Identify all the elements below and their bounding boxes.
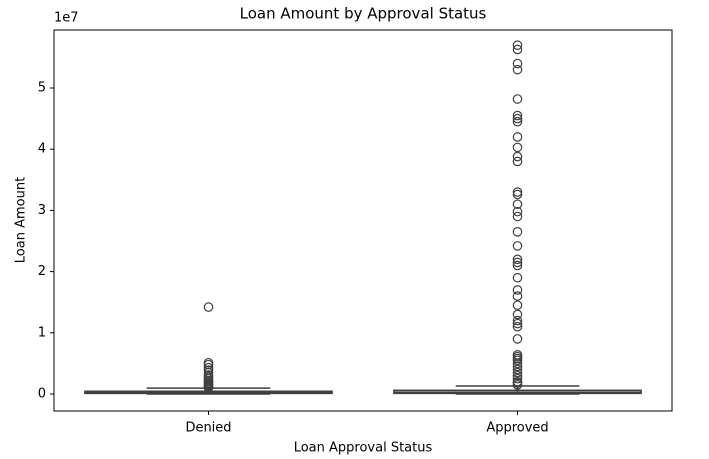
- y-tick-label: 5: [38, 81, 46, 96]
- outlier: [512, 318, 523, 329]
- outlier: [512, 260, 523, 271]
- x-tick-label: Denied: [185, 421, 231, 436]
- outlier: [512, 142, 523, 153]
- outlier: [512, 199, 523, 210]
- outlier: [512, 309, 523, 320]
- outlier: [512, 151, 523, 162]
- outlier: [512, 291, 523, 301]
- outlier: [512, 189, 523, 200]
- outlier: [203, 302, 214, 312]
- outlier: [512, 113, 523, 124]
- outlier: [512, 380, 523, 390]
- outlier: [512, 44, 523, 55]
- outlier: [512, 94, 523, 104]
- outlier: [512, 285, 523, 295]
- outlier: [512, 254, 523, 265]
- outlier: [512, 321, 523, 332]
- y-tick-label: 1: [38, 325, 46, 340]
- y-tick-label: 4: [38, 142, 46, 157]
- outlier: [203, 362, 214, 373]
- outlier: [512, 257, 523, 268]
- outlier: [512, 132, 523, 142]
- outlier: [512, 156, 523, 167]
- outlier: [512, 211, 523, 222]
- outlier: [512, 361, 523, 372]
- outlier: [512, 58, 523, 69]
- outlier: [512, 272, 523, 283]
- x-tick-label: Approved: [486, 421, 548, 436]
- outlier: [203, 382, 214, 393]
- outlier: [512, 300, 523, 311]
- outlier: [512, 110, 523, 121]
- outlier: [512, 64, 523, 75]
- outlier: [512, 206, 523, 217]
- y-tick-label: 0: [38, 386, 46, 401]
- outlier: [512, 355, 523, 366]
- outlier: [512, 187, 523, 197]
- x-axis-label: Loan Approval Status: [294, 441, 433, 456]
- outlier: [512, 227, 523, 237]
- y-tick-label: 2: [38, 264, 46, 279]
- outlier: [512, 367, 523, 378]
- outlier: [512, 315, 523, 326]
- chart-title: Loan Amount by Approval Status: [240, 5, 487, 23]
- outlier: [512, 370, 523, 381]
- outlier: [512, 334, 523, 344]
- y-offset-label: 1e7: [54, 11, 79, 26]
- outlier: [512, 364, 523, 375]
- y-axis-label: Loan Amount: [14, 177, 29, 263]
- outlier: [512, 241, 523, 251]
- outlier: [512, 116, 523, 127]
- outlier: [512, 358, 523, 369]
- outlier: [512, 373, 523, 384]
- y-tick-label: 3: [38, 203, 46, 218]
- plot-frame: [53, 29, 673, 412]
- outlier: [512, 40, 523, 50]
